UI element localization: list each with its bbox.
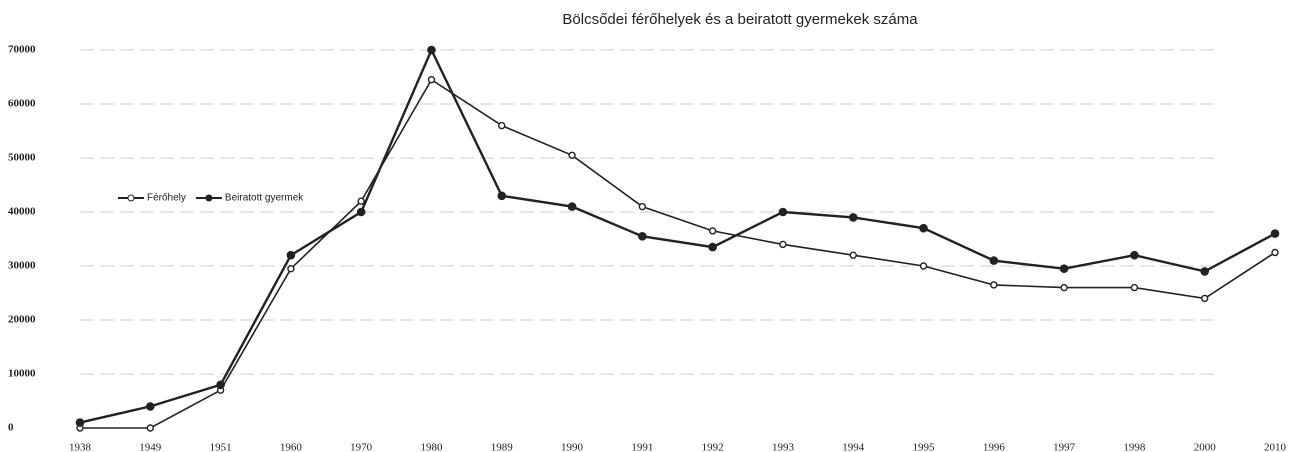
point bbox=[849, 251, 857, 259]
x-tick-label: 1992 bbox=[702, 442, 724, 452]
point bbox=[1201, 294, 1209, 303]
x-tick-label: 1998 bbox=[1123, 442, 1146, 452]
x-tick-label: 1996 bbox=[983, 442, 1006, 452]
point bbox=[989, 256, 999, 265]
legend-marker bbox=[205, 194, 213, 202]
x-tick-label: 1995 bbox=[913, 442, 936, 452]
point bbox=[778, 207, 788, 217]
x-tick-label: 1980 bbox=[420, 442, 443, 452]
point bbox=[75, 418, 85, 427]
x-tick-label: 2010 bbox=[1264, 442, 1287, 452]
point bbox=[568, 151, 576, 160]
point bbox=[356, 207, 366, 217]
x-tick-label: 1994 bbox=[842, 442, 865, 452]
point bbox=[145, 402, 155, 411]
point bbox=[1270, 229, 1280, 238]
x-tick-label: 1997 bbox=[1053, 442, 1076, 452]
point bbox=[1271, 248, 1279, 257]
point bbox=[1130, 250, 1139, 260]
legend-label: Beiratott gyermek bbox=[225, 193, 304, 204]
point bbox=[1130, 283, 1139, 292]
y-tick-label: 40000 bbox=[8, 206, 36, 218]
y-tick-label: 20000 bbox=[8, 314, 36, 326]
x-tick-label: 1993 bbox=[772, 442, 795, 452]
x-tick-label: 1938 bbox=[69, 442, 92, 452]
x-tick-label: 2000 bbox=[1194, 442, 1217, 452]
x-tick-label: 1951 bbox=[210, 442, 232, 452]
y-tick-label: 10000 bbox=[8, 368, 36, 380]
point bbox=[638, 231, 647, 241]
point bbox=[216, 380, 225, 390]
point bbox=[427, 45, 436, 55]
series-line bbox=[79, 47, 1276, 424]
y-tick-label: 50000 bbox=[8, 152, 36, 164]
x-tick-label: 1970 bbox=[350, 442, 373, 452]
point bbox=[567, 202, 577, 211]
point bbox=[497, 191, 507, 201]
point bbox=[848, 213, 858, 222]
x-tick-label: 1991 bbox=[631, 442, 653, 452]
legend-marker bbox=[127, 194, 135, 202]
y-tick-label: 60000 bbox=[8, 98, 36, 110]
point bbox=[1200, 267, 1210, 276]
x-tick-label: 1989 bbox=[491, 442, 514, 452]
point bbox=[286, 250, 296, 260]
point bbox=[708, 227, 717, 235]
series-line bbox=[80, 78, 1276, 429]
point bbox=[708, 242, 717, 252]
y-tick-label: 30000 bbox=[8, 260, 36, 272]
x-tick-label: 1990 bbox=[561, 442, 584, 452]
point bbox=[1060, 283, 1068, 292]
point bbox=[287, 265, 295, 273]
point bbox=[498, 121, 506, 130]
point bbox=[638, 202, 647, 211]
x-tick-label: 1960 bbox=[280, 442, 303, 452]
point bbox=[1059, 264, 1069, 274]
point bbox=[919, 262, 928, 270]
point bbox=[427, 75, 436, 84]
point bbox=[919, 223, 928, 233]
point bbox=[779, 240, 787, 249]
legend-label: Férőhely bbox=[147, 193, 186, 204]
point bbox=[990, 281, 998, 289]
y-tick-label: 0 bbox=[8, 422, 14, 434]
point bbox=[357, 197, 365, 205]
point bbox=[146, 424, 154, 432]
x-tick-label: 1949 bbox=[139, 442, 162, 452]
chart-title: Bölcsődei férőhelyek és a beiratott gyer… bbox=[562, 11, 918, 28]
y-tick-label: 70000 bbox=[8, 44, 36, 56]
